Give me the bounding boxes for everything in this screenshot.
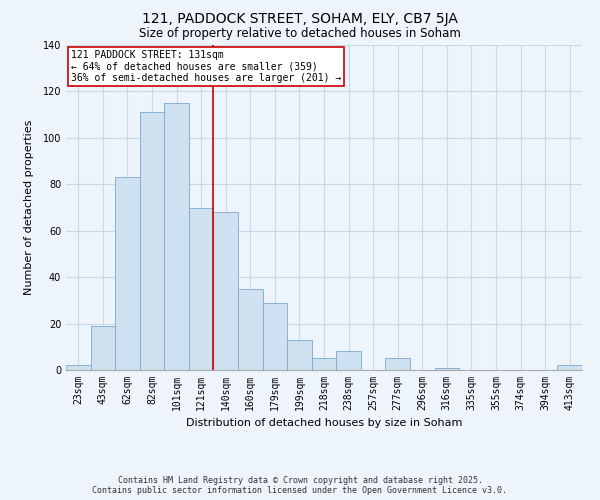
Bar [91,326,115,370]
Bar [312,358,336,370]
Bar [140,112,164,370]
Text: Contains HM Land Registry data © Crown copyright and database right 2025.
Contai: Contains HM Land Registry data © Crown c… [92,476,508,495]
Bar [263,302,287,370]
Bar [66,366,91,370]
Text: 121 PADDOCK STREET: 131sqm
← 64% of detached houses are smaller (359)
36% of sem: 121 PADDOCK STREET: 131sqm ← 64% of deta… [71,50,341,83]
Bar [434,368,459,370]
Bar [385,358,410,370]
Bar [115,178,140,370]
Bar [557,366,582,370]
Bar [214,212,238,370]
Bar [164,103,189,370]
Text: Size of property relative to detached houses in Soham: Size of property relative to detached ho… [139,28,461,40]
Bar [238,289,263,370]
Y-axis label: Number of detached properties: Number of detached properties [25,120,34,295]
X-axis label: Distribution of detached houses by size in Soham: Distribution of detached houses by size … [186,418,462,428]
Bar [287,340,312,370]
Text: 121, PADDOCK STREET, SOHAM, ELY, CB7 5JA: 121, PADDOCK STREET, SOHAM, ELY, CB7 5JA [142,12,458,26]
Bar [336,352,361,370]
Bar [189,208,214,370]
